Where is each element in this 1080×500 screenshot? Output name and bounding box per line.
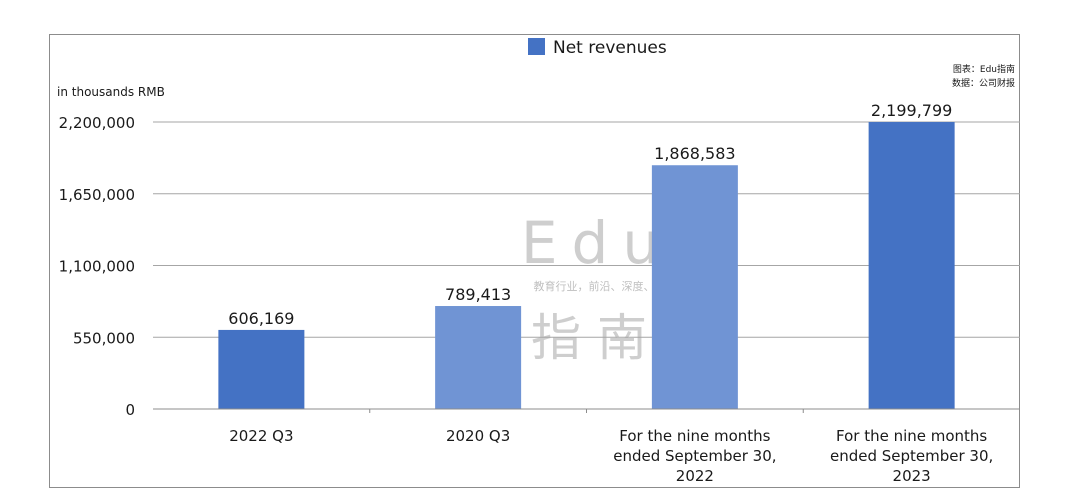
x-category-label: 2022 — [676, 467, 714, 485]
watermark-logo-bottom: 指南 — [531, 309, 663, 367]
x-category-label: For the nine months — [836, 427, 987, 445]
x-axis-labels: 2022 Q3 2020 Q3 For the nine months ended S… — [229, 409, 993, 485]
bar — [868, 122, 955, 410]
y-tick-label: 2,200,000 — [59, 114, 135, 132]
x-category-label: 2023 — [893, 467, 931, 485]
bar — [435, 306, 522, 409]
x-category-label: ended September 30, — [830, 447, 993, 465]
y-tick-label: 0 — [125, 401, 135, 419]
bar-value-label: 2,199,799 — [871, 101, 952, 120]
bar-value-label: 1,868,583 — [654, 144, 735, 163]
legend-label: Net revenues — [553, 38, 667, 58]
x-category-label: 2020 Q3 — [446, 427, 510, 445]
bars: 606,169 789,413 1,868,583 2,199,799 — [218, 101, 955, 410]
y-axis-ticks: 0 550,000 1,100,000 1,650,000 2,200,000 — [59, 114, 135, 419]
y-tick-label: 1,100,000 — [59, 258, 135, 276]
chart-frame — [49, 34, 1020, 488]
y-axis-title: in thousands RMB — [57, 85, 165, 99]
y-tick-label: 550,000 — [73, 329, 135, 347]
x-category-label: ended September 30, — [613, 447, 776, 465]
source-note-line2: 数据：公司财报 — [952, 77, 1015, 89]
source-note-line1: 图表：Edu指南 — [953, 63, 1015, 75]
bar — [651, 165, 738, 409]
bar-value-label: 789,413 — [445, 285, 511, 304]
x-category-label: For the nine months — [619, 427, 770, 445]
legend-swatch — [528, 38, 545, 55]
bar — [218, 329, 305, 409]
legend: Net revenues — [528, 38, 667, 58]
watermark-logo-top: Edu — [521, 209, 673, 277]
bar-value-label: 606,169 — [228, 309, 294, 328]
watermark-tagline: 教育行业，前沿、深度、独家 — [534, 279, 677, 293]
x-category-label: 2022 Q3 — [229, 427, 293, 445]
y-tick-label: 1,650,000 — [59, 186, 135, 204]
